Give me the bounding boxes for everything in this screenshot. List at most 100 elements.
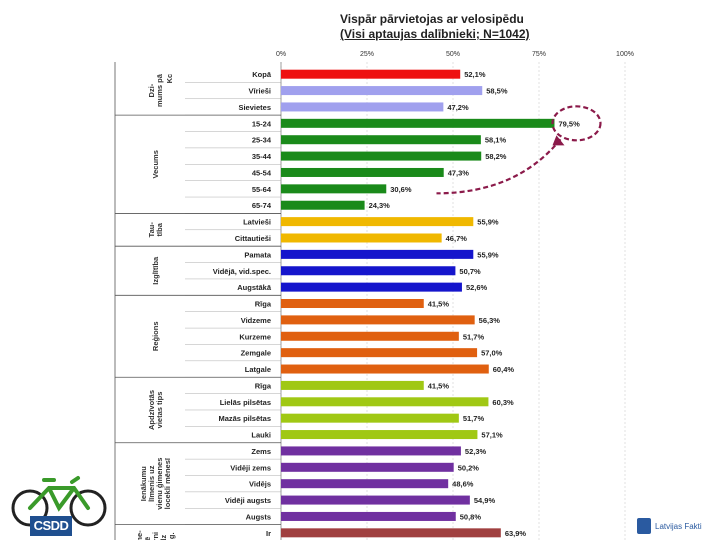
bar-value-label: 50,7% bbox=[459, 267, 481, 276]
group-label: līdz bbox=[159, 535, 168, 540]
group-label-extra: Kc bbox=[165, 74, 174, 84]
bar bbox=[281, 495, 470, 505]
bar bbox=[281, 151, 482, 161]
bar bbox=[281, 118, 555, 128]
bar-label: Augstākā bbox=[237, 283, 272, 292]
bar-label: Sievietes bbox=[238, 103, 271, 112]
csdd-logo: CSDD bbox=[30, 516, 72, 536]
bar bbox=[281, 266, 456, 276]
bar-value-label: 47,2% bbox=[447, 103, 469, 112]
bar-label: Cittautieši bbox=[235, 234, 271, 243]
bar-value-label: 58,5% bbox=[486, 87, 508, 96]
bar bbox=[281, 167, 444, 177]
bar bbox=[281, 233, 442, 243]
bar-value-label: 55,9% bbox=[477, 250, 499, 259]
bar-label: Latgale bbox=[245, 365, 271, 374]
bar-value-label: 48,6% bbox=[452, 480, 474, 489]
bar-label: 65-74 bbox=[252, 201, 272, 210]
bar-value-label: 58,1% bbox=[485, 136, 507, 145]
group-label: mums pā bbox=[155, 73, 164, 107]
bar-label: Lielās pilsētas bbox=[220, 398, 271, 407]
bar-label: Vidējs bbox=[249, 480, 271, 489]
group-label: vietas tips bbox=[155, 392, 164, 429]
bar-value-label: 52,3% bbox=[465, 447, 487, 456]
bar bbox=[281, 364, 489, 374]
bar bbox=[281, 528, 501, 538]
bar-label: Pamata bbox=[244, 250, 272, 259]
bar-value-label: 50,8% bbox=[460, 512, 482, 521]
chart-subtitle: (Visi aptaujas dalībnieki; N=1042) bbox=[340, 27, 530, 41]
bar bbox=[281, 102, 444, 112]
bar bbox=[281, 315, 475, 325]
bar-label: Vidēji augsts bbox=[225, 496, 271, 505]
bar bbox=[281, 217, 474, 227]
bar-label: Ir bbox=[266, 529, 271, 538]
bar bbox=[281, 200, 365, 210]
bar-label: 35-44 bbox=[252, 152, 272, 161]
bar-value-label: 51,7% bbox=[463, 332, 485, 341]
bar-label: Vīrieši bbox=[248, 87, 271, 96]
annotation-circle bbox=[551, 105, 602, 142]
bar-value-label: 55,9% bbox=[477, 218, 499, 227]
bar bbox=[281, 331, 459, 341]
bar bbox=[281, 413, 459, 423]
group-label: bērni bbox=[151, 532, 160, 540]
group-label: Tau- bbox=[147, 222, 156, 238]
bar bbox=[281, 348, 478, 358]
latvijas-fakti-text: Latvijas Fakti bbox=[655, 521, 702, 531]
bar-label: Kopā bbox=[252, 70, 272, 79]
group-label: Reģions bbox=[151, 321, 160, 351]
bar-label: Augsts bbox=[246, 512, 271, 521]
bar-value-label: 46,7% bbox=[446, 234, 468, 243]
x-tick-label: 0% bbox=[276, 51, 286, 58]
chart-title: Vispār pārvietojas ar velosipēdu bbox=[340, 12, 524, 26]
bar-label: 25-34 bbox=[252, 136, 272, 145]
group-label: nē bbox=[143, 537, 152, 540]
group-label: Apdzīvotās bbox=[147, 390, 156, 430]
bar bbox=[281, 249, 474, 259]
bar-label: Rīga bbox=[255, 381, 272, 390]
bar-value-label: 41,5% bbox=[428, 300, 450, 309]
group-label: 15 g. bbox=[167, 532, 176, 540]
bar bbox=[281, 446, 461, 456]
group-label: tība bbox=[155, 222, 164, 236]
group-label: vienu ģimenes bbox=[155, 458, 164, 510]
bar bbox=[281, 511, 456, 521]
bar-label: 45-54 bbox=[252, 168, 272, 177]
bar bbox=[281, 479, 449, 489]
bar-value-label: 54,9% bbox=[474, 496, 496, 505]
x-tick-label: 100% bbox=[616, 51, 634, 58]
x-tick-label: 25% bbox=[360, 51, 374, 58]
bar-label: Lauki bbox=[251, 431, 271, 440]
bar-value-label: 24,3% bbox=[369, 201, 391, 210]
bar-value-label: 30,6% bbox=[390, 185, 412, 194]
bar bbox=[281, 86, 483, 96]
bar-label: 55-64 bbox=[252, 185, 272, 194]
bar-value-label: 51,7% bbox=[463, 414, 485, 423]
bar-value-label: 41,5% bbox=[428, 381, 450, 390]
bar-value-label: 79,5% bbox=[558, 119, 580, 128]
group-label: Vecums bbox=[151, 150, 160, 178]
bar bbox=[281, 282, 462, 292]
bar bbox=[281, 184, 387, 194]
bar-label: Vidēji zems bbox=[230, 463, 271, 472]
group-label: Izglītība bbox=[151, 256, 160, 285]
bar-value-label: 60,3% bbox=[492, 398, 514, 407]
annotation-arrow-line bbox=[436, 138, 562, 195]
bar bbox=[281, 135, 481, 145]
bar-value-label: 58,2% bbox=[485, 152, 507, 161]
bar bbox=[281, 380, 424, 390]
bar-label: Latvieši bbox=[243, 218, 271, 227]
bar bbox=[281, 69, 461, 79]
group-label: Ienākumu bbox=[139, 466, 148, 501]
bar bbox=[281, 299, 424, 309]
bar-label: Vidzeme bbox=[241, 316, 271, 325]
latvijas-fakti-mark-icon bbox=[637, 518, 651, 534]
annotation-arrow-head bbox=[552, 135, 565, 146]
bar-value-label: 57,0% bbox=[481, 349, 503, 358]
bar-label: Zems bbox=[251, 447, 271, 456]
bar-value-label: 52,1% bbox=[464, 70, 486, 79]
bar-value-label: 56,3% bbox=[479, 316, 501, 325]
bar bbox=[281, 430, 478, 440]
